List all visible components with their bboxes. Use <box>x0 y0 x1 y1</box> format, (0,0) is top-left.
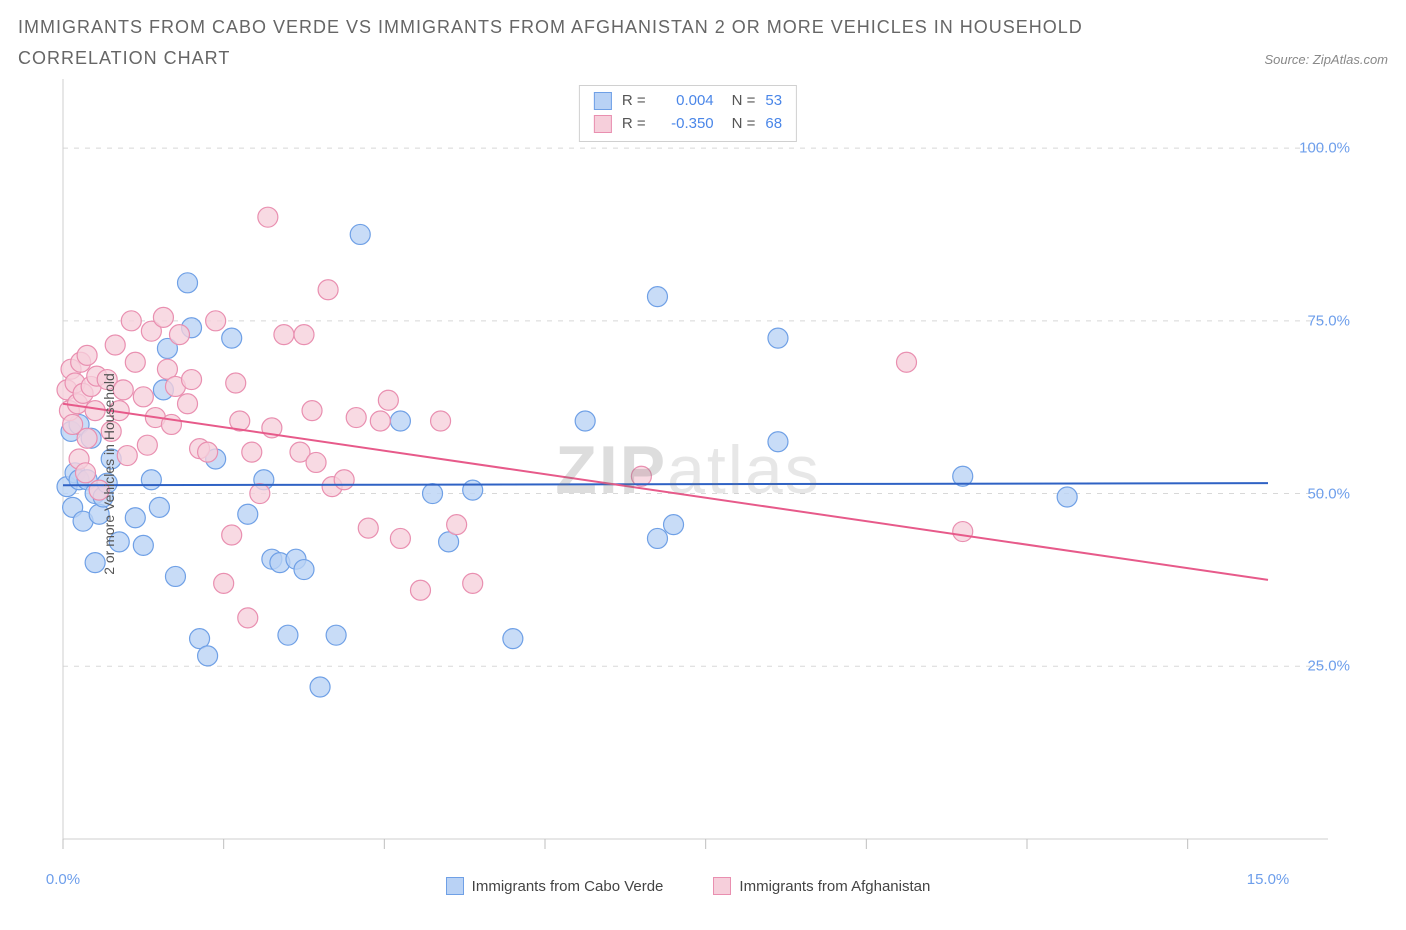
n-label: N = <box>732 113 756 136</box>
chart-title: IMMIGRANTS FROM CABO VERDE VS IMMIGRANTS… <box>18 12 1138 73</box>
legend-item: Immigrants from Cabo Verde <box>446 877 664 895</box>
series-legend: Immigrants from Cabo Verde Immigrants fro… <box>18 877 1358 895</box>
stats-legend: R = 0.004 N = 53 R = -0.350 N = 68 <box>579 85 797 142</box>
n-label: N = <box>732 90 756 113</box>
y-axis-label: 2 or more Vehicles in Household <box>101 373 117 575</box>
legend-swatch <box>713 877 731 895</box>
stats-row: R = -0.350 N = 68 <box>594 113 782 136</box>
legend-swatch <box>594 115 612 133</box>
legend-swatch <box>594 92 612 110</box>
r-value: -0.350 <box>656 113 714 136</box>
r-label: R = <box>622 113 646 136</box>
source-label: Source: ZipAtlas.com <box>1264 52 1388 67</box>
chart-area: 2 or more Vehicles in Household ZIPatlas… <box>18 79 1358 869</box>
n-value: 53 <box>765 90 782 113</box>
r-label: R = <box>622 90 646 113</box>
n-value: 68 <box>765 113 782 136</box>
stats-row: R = 0.004 N = 53 <box>594 90 782 113</box>
legend-swatch <box>446 877 464 895</box>
legend-label: Immigrants from Cabo Verde <box>472 878 664 895</box>
legend-label: Immigrants from Afghanistan <box>739 878 930 895</box>
scatter-plot <box>18 79 1358 869</box>
legend-item: Immigrants from Afghanistan <box>713 877 930 895</box>
header-row: IMMIGRANTS FROM CABO VERDE VS IMMIGRANTS… <box>18 12 1388 73</box>
r-value: 0.004 <box>656 90 714 113</box>
